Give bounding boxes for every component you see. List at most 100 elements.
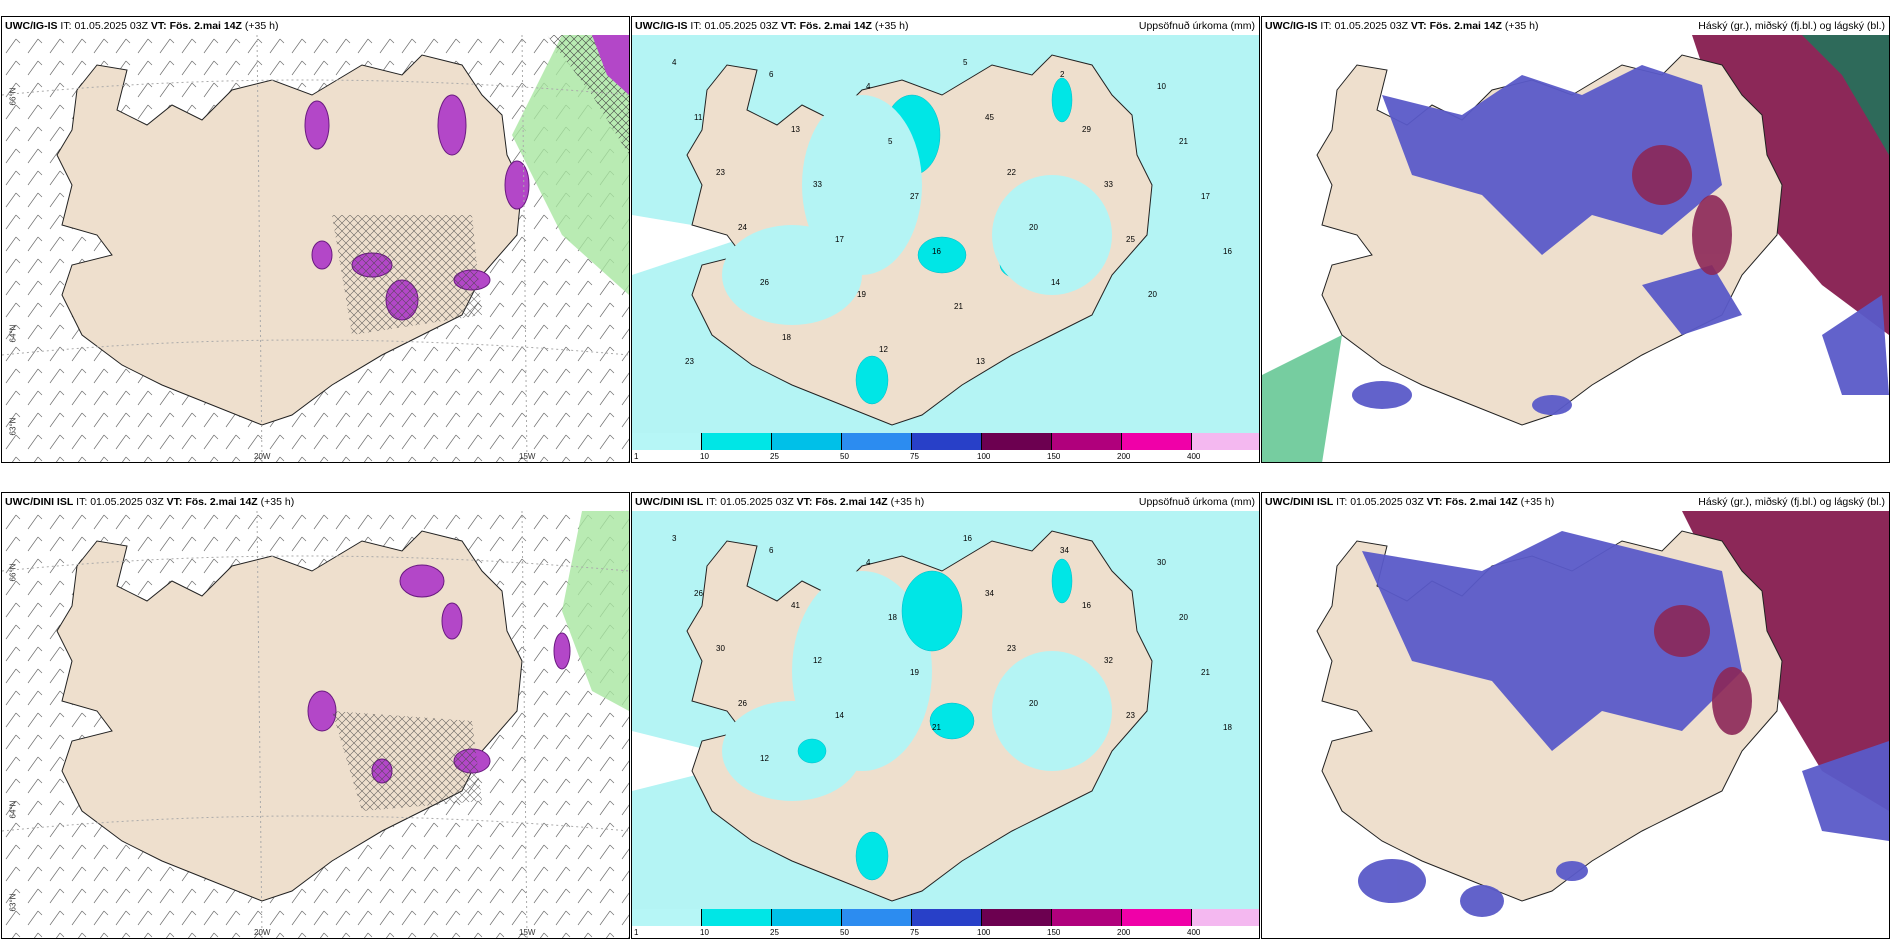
- precip-value-label: 12: [760, 754, 769, 763]
- colorbar-segment: [632, 433, 702, 450]
- valid-time: Fös. 2.mai 14Z: [1429, 20, 1502, 32]
- vt-label: VT:: [796, 496, 813, 508]
- valid-time: Fös. 2.mai 14Z: [185, 496, 258, 508]
- model-name: UWC/IG-IS: [5, 20, 58, 32]
- panel-header: UWC/DINI ISL IT: 01.05.2025 03Z VT: Fös.…: [632, 493, 1259, 511]
- colorbar-segment: [702, 433, 772, 450]
- lon-label-20w: 20W: [254, 452, 271, 461]
- colorbar-tick: 200: [1117, 452, 1131, 461]
- colorbar-segment: [772, 909, 842, 926]
- colorbar-tick: 200: [1117, 928, 1131, 937]
- init-time: 01.05.2025 03Z: [720, 496, 794, 508]
- precip-value-label: 13: [976, 357, 985, 366]
- precip-value-label: 6: [769, 546, 774, 555]
- lat-label-66: 66°N: [8, 563, 18, 582]
- precip-value-label: 25: [1126, 235, 1135, 244]
- precip-value-label: 16: [1223, 247, 1232, 256]
- precip-value-label: 33: [813, 180, 822, 189]
- precip-value-label: 21: [1201, 668, 1210, 677]
- precip-value-label: 16: [963, 534, 972, 543]
- precip-value-label: 21: [1179, 137, 1188, 146]
- precip-value-label: 14: [1051, 278, 1060, 287]
- lead-time: (+35 h): [260, 496, 295, 508]
- colorbar-tick: 10: [700, 452, 709, 461]
- cloud-high-areas: [1358, 531, 1889, 917]
- panel-top-precip-map: UWC/IG-IS IT: 01.05.2025 03Z VT: Fös. 2.…: [631, 16, 1260, 463]
- wind-map-canvas: [2, 511, 629, 938]
- panel-top-wind-map: UWC/IG-IS IT: 01.05.2025 03Z VT: Fös. 2.…: [1, 16, 630, 463]
- precip-value-label: 18: [888, 613, 897, 622]
- colorbar-tick: 150: [1047, 452, 1061, 461]
- colorbar-tick: 25: [770, 928, 779, 937]
- model-name: UWC/DINI ISL: [5, 496, 74, 508]
- colorbar-tick: 10: [700, 928, 709, 937]
- precip-value-label: 17: [1201, 192, 1210, 201]
- precip-value-label: 16: [932, 247, 941, 256]
- vt-label: VT:: [166, 496, 183, 508]
- colorbar-tick: 75: [910, 928, 919, 937]
- colorbar-segment: [912, 433, 982, 450]
- panel-header: UWC/IG-IS IT: 01.05.2025 03Z VT: Fös. 2.…: [1262, 17, 1889, 35]
- colorbar-tick: 1: [634, 928, 639, 937]
- precip-value-label: 30: [1157, 558, 1166, 567]
- init-time: 01.05.2025 03Z: [1334, 20, 1408, 32]
- precip-value-label: 20: [1029, 699, 1038, 708]
- valid-time: Fös. 2.mai 14Z: [169, 20, 242, 32]
- colorbar-segment: [912, 909, 982, 926]
- precip-value-label: 23: [716, 168, 725, 177]
- panel-bottom-precip-map: UWC/DINI ISL IT: 01.05.2025 03Z VT: Fös.…: [631, 492, 1260, 939]
- precip-value-label: 19: [857, 290, 866, 299]
- precip-value-label: 34: [985, 589, 994, 598]
- vt-label: VT:: [780, 20, 797, 32]
- vt-label: VT:: [1410, 20, 1427, 32]
- colorbar-segment: [1122, 433, 1192, 450]
- precip-value-label: 4: [866, 558, 871, 567]
- precip-value-label: 10: [1157, 82, 1166, 91]
- precip-value-label: 27: [910, 192, 919, 201]
- precip-colorbar: 1 10 25 50 75 100 150 200 400: [632, 909, 1259, 938]
- precip-value-label: 4: [866, 82, 871, 91]
- precip-value-label: 11: [694, 113, 703, 122]
- cloud-mid-areas: [1632, 145, 1732, 275]
- colorbar-tick: 25: [770, 452, 779, 461]
- panel-header: UWC/DINI ISL IT: 01.05.2025 03Z VT: Fös.…: [2, 493, 629, 511]
- precip-value-label: 4: [672, 58, 677, 67]
- precip-light-areas: [722, 95, 1112, 325]
- lead-time: (+35 h): [890, 496, 925, 508]
- precip-value-label: 20: [1179, 613, 1188, 622]
- it-label: IT:: [690, 20, 702, 32]
- precip-title: Uppsöfnuð úrkoma (mm): [1138, 20, 1255, 32]
- precip-value-label: 22: [1007, 168, 1016, 177]
- precip-value-label: 30: [716, 644, 725, 653]
- lat-label-64: 64°N: [8, 800, 18, 819]
- precip-value-label: 17: [835, 235, 844, 244]
- cloud-map-canvas: [1262, 511, 1889, 938]
- colorbar-segment: [1192, 433, 1259, 450]
- cloud-high-areas: [1352, 65, 1889, 415]
- precip-value-label: 34: [1060, 546, 1069, 555]
- lat-label-63: 63°N: [8, 893, 18, 912]
- colorbar-segment: [1052, 909, 1122, 926]
- precip-value-label: 13: [791, 125, 800, 134]
- precip-value-label: 29: [1082, 125, 1091, 134]
- precip-value-label: 23: [1126, 711, 1135, 720]
- lead-time: (+35 h): [1520, 496, 1555, 508]
- precip-value-label: 20: [1029, 223, 1038, 232]
- precip-value-label: 12: [813, 656, 822, 665]
- colorbar-tick: 50: [840, 452, 849, 461]
- precip-value-label: 5: [963, 58, 968, 67]
- lat-label-63: 63°N: [8, 417, 18, 436]
- precip-map-canvas: 4645210111354529212333272233172417162025…: [632, 35, 1259, 433]
- precip-title: Uppsöfnuð úrkoma (mm): [1138, 496, 1255, 508]
- colorbar-tick: 75: [910, 452, 919, 461]
- precip-value-label: 5: [888, 137, 893, 146]
- lead-time: (+35 h): [874, 20, 909, 32]
- precip-value-label: 20: [1148, 290, 1157, 299]
- precip-value-label: 18: [782, 333, 791, 342]
- lat-label-64: 64°N: [8, 324, 18, 343]
- precip-value-label: 33: [1104, 180, 1113, 189]
- colorbar-segment: [772, 433, 842, 450]
- panel-header: UWC/DINI ISL IT: 01.05.2025 03Z VT: Fös.…: [1262, 493, 1889, 511]
- init-time: 01.05.2025 03Z: [90, 496, 164, 508]
- lat-label-66: 66°N: [8, 87, 18, 106]
